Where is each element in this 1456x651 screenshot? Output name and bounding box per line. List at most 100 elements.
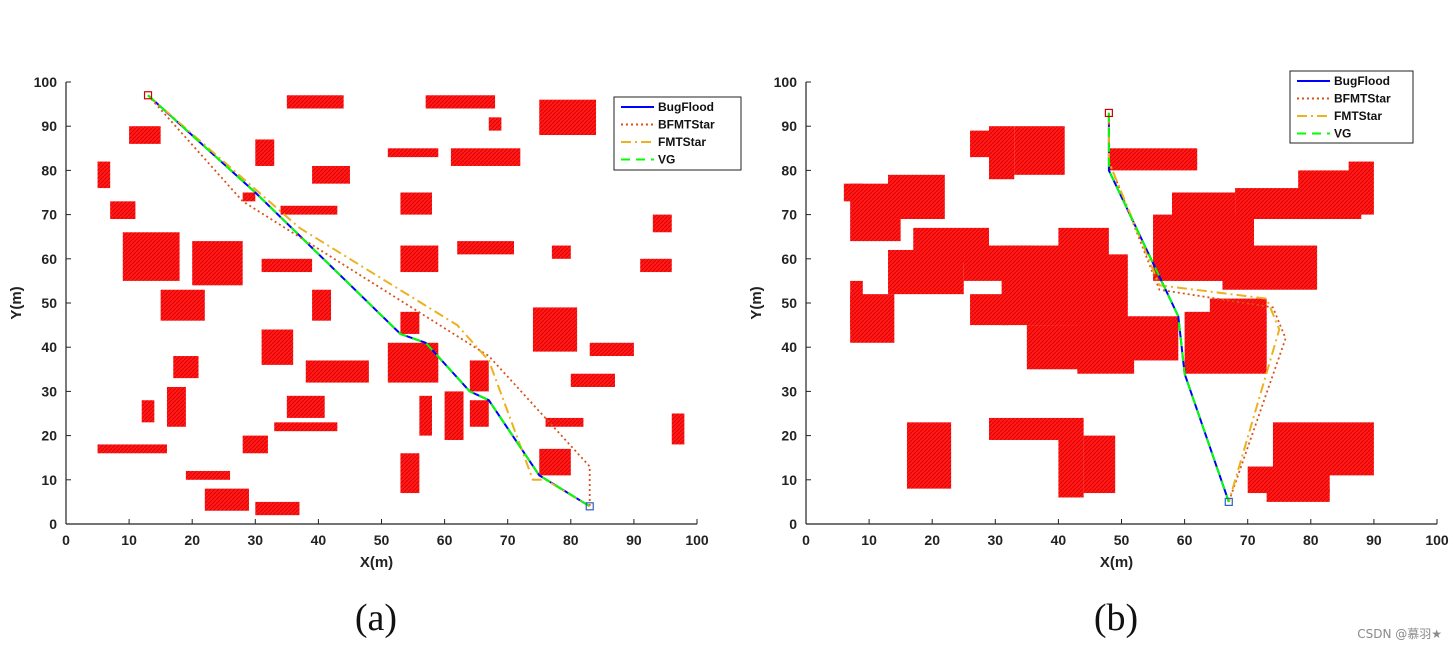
obstacle <box>469 360 489 392</box>
y-tick-label: 100 <box>34 74 58 90</box>
x-tick-label: 60 <box>437 532 453 548</box>
obstacle <box>570 373 615 387</box>
obstacle <box>305 360 369 383</box>
y-tick-label: 30 <box>41 383 57 399</box>
x-tick-label: 80 <box>563 532 579 548</box>
obstacle <box>255 501 300 516</box>
obstacle <box>589 342 634 357</box>
obstacle <box>652 214 672 233</box>
obstacle <box>122 232 180 281</box>
legend-box <box>613 96 742 171</box>
obstacle <box>192 241 243 286</box>
plot-panel-2: 0 10 20 30 40 50 60 70 80 90 100 0 10 20 30 40 50 60 70 80 9… <box>748 70 1449 639</box>
y-tick-label: 80 <box>781 162 797 178</box>
obstacle <box>286 95 344 109</box>
watermark-text: CSDN @慕羽★ <box>1357 627 1442 641</box>
obstacle <box>1014 126 1065 175</box>
y-tick-label: 10 <box>781 472 797 488</box>
y-tick-label: 10 <box>41 472 57 488</box>
y-tick-label: 80 <box>41 162 57 178</box>
series-line-vg <box>1107 112 1230 503</box>
obstacle <box>1209 298 1267 365</box>
series-line-bfmtstar <box>147 94 591 507</box>
y-axis-label: Y(m) <box>748 286 765 319</box>
legend-label: FMTStar <box>658 135 706 149</box>
obstacle <box>539 448 571 476</box>
panel-label: (a) <box>355 597 397 639</box>
y-tick-label: 0 <box>789 516 797 532</box>
obstacle <box>204 488 249 511</box>
obstacle <box>242 435 268 454</box>
x-tick-label: 0 <box>802 532 810 548</box>
x-tick-label: 0 <box>62 532 70 548</box>
legend: BugFlood BFMTStar FMTStar VG <box>613 96 742 171</box>
y-tick-label: 70 <box>41 207 57 223</box>
obstacle <box>400 311 420 334</box>
x-tick-label: 50 <box>374 532 390 548</box>
y-tick-label: 40 <box>41 339 57 355</box>
obstacle <box>469 400 489 427</box>
obstacle <box>312 165 350 184</box>
obstacle <box>457 241 515 255</box>
obstacle <box>166 386 186 427</box>
x-tick-label: 90 <box>626 532 642 548</box>
obstacle <box>419 395 432 436</box>
obstacle <box>286 395 325 418</box>
y-tick-label: 90 <box>41 118 57 134</box>
y-tick-label: 70 <box>781 207 797 223</box>
x-tick-label: 20 <box>184 532 200 548</box>
obstacle <box>988 126 1015 180</box>
start-marker <box>143 91 153 100</box>
x-tick-label: 30 <box>248 532 264 548</box>
y-tick-label: 20 <box>781 428 797 444</box>
obstacle <box>906 422 952 489</box>
obstacle <box>1058 227 1109 326</box>
obstacle <box>551 245 571 259</box>
obstacle <box>274 422 338 432</box>
obstacle <box>400 245 439 273</box>
y-tick-label: 50 <box>41 295 57 311</box>
obstacle <box>1083 435 1116 494</box>
obstacle <box>1108 148 1198 171</box>
plot-panel-1: 0 10 20 30 40 50 60 70 80 90 100 0 10 20 30 40 50 60 70 80 9… <box>8 74 742 639</box>
x-tick-label: 10 <box>121 532 137 548</box>
obstacle <box>242 192 256 202</box>
x-tick-label: 80 <box>1303 532 1319 548</box>
obstacle <box>129 126 161 144</box>
x-tick-label: 40 <box>1051 532 1067 548</box>
x-tick-label: 70 <box>500 532 516 548</box>
obstacle <box>255 139 275 166</box>
obstacle <box>970 294 1008 326</box>
legend-label: VG <box>658 153 675 167</box>
y-tick-label: 20 <box>41 428 57 444</box>
obstacle <box>532 307 578 352</box>
legend-label: FMTStar <box>1334 109 1382 123</box>
obstacle <box>425 95 496 109</box>
obstacle <box>400 192 432 215</box>
x-tick-label: 60 <box>1177 532 1193 548</box>
legend: BugFlood BFMTStar FMTStar VG <box>1289 70 1414 144</box>
obstacle <box>1222 245 1318 290</box>
y-tick-label: 100 <box>774 74 798 90</box>
obstacle <box>387 342 439 383</box>
x-tick-label: 10 <box>861 532 877 548</box>
obstacle <box>97 444 167 454</box>
start-marker <box>1104 108 1113 118</box>
obstacle <box>640 258 672 273</box>
panel-label: (b) <box>1094 597 1138 639</box>
x-axis-label: X(m) <box>1100 554 1133 571</box>
x-axis-label: X(m) <box>360 554 393 571</box>
x-tick-label: 40 <box>311 532 327 548</box>
obstacle <box>97 161 111 189</box>
obstacle <box>141 400 155 423</box>
legend-label: BugFlood <box>658 100 714 114</box>
y-axis-label: Y(m) <box>8 286 25 319</box>
series-line-vg <box>147 94 591 508</box>
goal-marker <box>585 502 594 511</box>
y-tick-label: 60 <box>781 251 797 267</box>
x-tick-label: 50 <box>1114 532 1130 548</box>
x-tick-label: 90 <box>1366 532 1382 548</box>
y-tick-label: 90 <box>781 118 797 134</box>
obstacle <box>888 174 945 220</box>
